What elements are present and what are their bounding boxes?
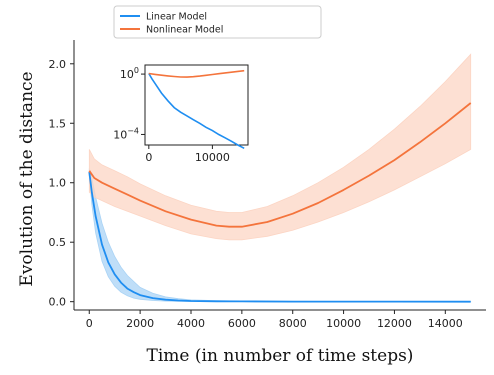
inset-line-nonlinear-model bbox=[148, 69, 245, 78]
band-nonlinear-model bbox=[88, 53, 472, 241]
y-axis-label: Evolution of the distance bbox=[17, 71, 37, 286]
x-tick-label: 10000 bbox=[326, 317, 361, 330]
x-tick-label: 8000 bbox=[279, 317, 307, 330]
x-tick-label: 2000 bbox=[126, 317, 154, 330]
inset-y-tick-label: 100 bbox=[120, 66, 139, 81]
inset-x-tick-label: 0 bbox=[145, 151, 152, 164]
y-tick-label: 0.5 bbox=[49, 236, 67, 249]
inset-y-tick-exponent: 0 bbox=[134, 66, 139, 75]
y-tick-label: 2.0 bbox=[49, 58, 67, 71]
x-tick-label: 14000 bbox=[428, 317, 463, 330]
legend-label-linear-model: Linear Model bbox=[146, 12, 207, 23]
line-linear-model bbox=[88, 171, 471, 303]
inset-y-tick-exponent: −4 bbox=[127, 126, 139, 135]
x-tick-label: 6000 bbox=[228, 317, 256, 330]
series-lines bbox=[88, 102, 472, 303]
y-tick-label: 1.5 bbox=[49, 117, 67, 130]
inset-x-tick-label: 10000 bbox=[195, 151, 230, 164]
x-tick-label: 4000 bbox=[177, 317, 205, 330]
legend-label-nonlinear-model: Nonlinear Model bbox=[146, 25, 223, 36]
inset-chart: 0 10000 100 10−4 bbox=[113, 64, 249, 164]
legend-box bbox=[113, 5, 322, 39]
line-nonlinear-model bbox=[88, 102, 472, 228]
x-tick-label: 12000 bbox=[377, 317, 412, 330]
legend: Linear Model Nonlinear Model bbox=[113, 5, 322, 39]
main-axes bbox=[73, 40, 486, 311]
x-axis-label: Time (in number of time steps) bbox=[147, 346, 414, 366]
y-tick-label: 1.0 bbox=[49, 177, 67, 190]
inset-frame bbox=[144, 64, 249, 146]
y-tick-label: 0.0 bbox=[49, 296, 67, 309]
x-tick-label: 0 bbox=[86, 317, 93, 330]
inset-y-tick-label: 10−4 bbox=[113, 126, 139, 141]
inset-line-linear-model bbox=[148, 73, 245, 150]
tick-marks: 0 2000 4000 6000 8000 10000 12000 140000.00.51.… bbox=[49, 58, 463, 330]
